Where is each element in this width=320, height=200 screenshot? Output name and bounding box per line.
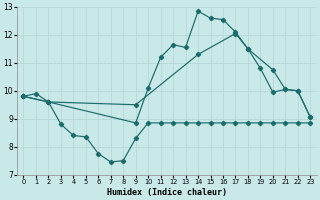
X-axis label: Humidex (Indice chaleur): Humidex (Indice chaleur)	[107, 188, 227, 197]
